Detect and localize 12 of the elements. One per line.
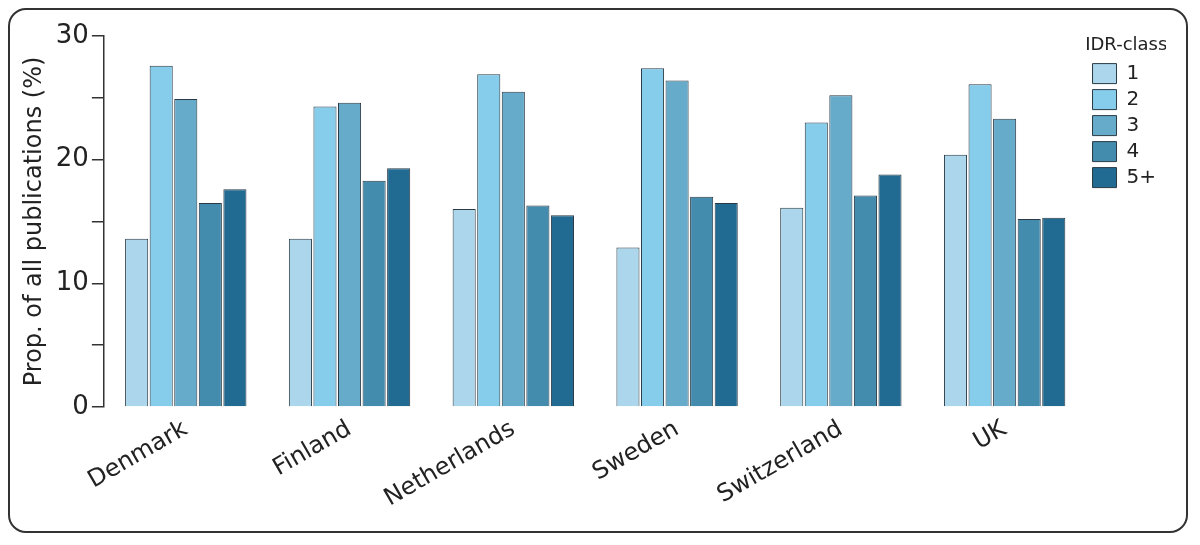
legend-label: 3 <box>1126 111 1140 136</box>
y-tick-label: 30 <box>55 18 89 49</box>
legend-label: 2 <box>1126 85 1140 110</box>
legend-label: 1 <box>1126 59 1140 84</box>
y-tick-label: 10 <box>55 266 89 297</box>
y-axis-title: Prop. of all publications (%) <box>18 56 47 387</box>
legend-label: 4 <box>1126 137 1140 162</box>
legend-title: IDR-class <box>1085 32 1168 54</box>
legend-label: 5+ <box>1126 163 1156 188</box>
y-tick-label: 20 <box>55 142 89 173</box>
y-tick-label: 0 <box>72 389 89 420</box>
x-tick-label: UK <box>967 413 1012 455</box>
